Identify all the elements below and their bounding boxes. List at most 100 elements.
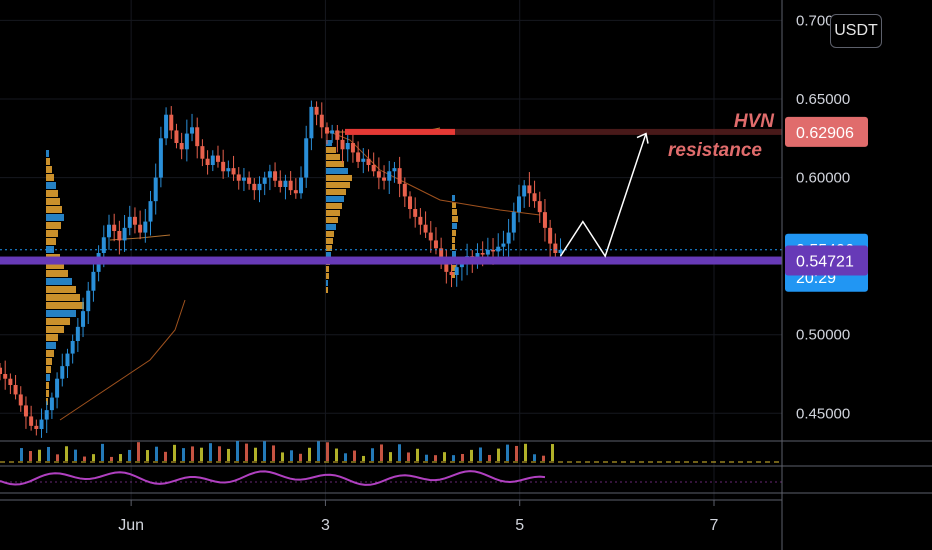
vp-bar (46, 390, 49, 397)
time-tick-label: 7 (710, 517, 719, 534)
price-tag (785, 245, 868, 276)
vp-bar (452, 209, 457, 215)
candle-body (138, 224, 143, 233)
volume-bar (479, 447, 482, 461)
candle-body (252, 183, 257, 191)
candle-body (522, 185, 527, 197)
candle-body (267, 171, 272, 178)
vp-bar (46, 310, 76, 317)
volume-bar (29, 451, 32, 461)
candle-body (480, 253, 485, 255)
candle-body (205, 158, 210, 165)
vp-bar (46, 286, 76, 293)
candle-body (257, 183, 262, 191)
volume-bar (488, 454, 491, 461)
volume-bar (470, 449, 473, 461)
time-axis[interactable]: Jun 3 5 7 (0, 499, 782, 534)
vp-bar (326, 189, 346, 195)
vp-bar (326, 217, 338, 223)
candle-body (112, 224, 117, 231)
candle-body (122, 227, 127, 241)
vp-bar (326, 238, 333, 244)
candle-body (382, 177, 387, 181)
candle-body (29, 416, 34, 426)
candle-body (516, 196, 521, 213)
candle-body (65, 353, 70, 367)
volume-bar (47, 446, 50, 461)
candle-body (511, 212, 516, 233)
vp-bar (326, 273, 329, 279)
candle-body (8, 378, 13, 385)
candle-body (288, 180, 293, 191)
volume-bar (254, 447, 257, 461)
candle-body (117, 231, 122, 241)
candle-body (532, 193, 537, 202)
volume-bar (407, 452, 410, 461)
volume-bar (209, 443, 212, 461)
candle-body (433, 240, 438, 249)
vwap-line (59, 299, 186, 421)
volume-bar (155, 446, 158, 461)
candle-body (184, 133, 189, 150)
indicator-panes (0, 440, 932, 494)
volume-bar (515, 445, 518, 461)
vp-bar (46, 182, 56, 189)
vp-bar (326, 252, 331, 258)
volume-bar (182, 448, 185, 461)
candle-body (106, 224, 111, 238)
candle-body (496, 246, 501, 252)
price-levels (0, 128, 782, 265)
vp-bar (46, 214, 64, 221)
volume-bar (551, 444, 554, 461)
candle-body (174, 130, 179, 143)
vp-bar (46, 150, 49, 157)
candle-body (60, 366, 65, 379)
candle-body (330, 130, 335, 134)
candle-body (153, 177, 158, 202)
candle-body (236, 174, 241, 181)
vp-bar (46, 158, 50, 165)
candle-body (449, 271, 454, 275)
volume-bar (137, 442, 140, 461)
candle-body (553, 243, 558, 253)
candle-body (49, 397, 54, 411)
vp-bar (46, 334, 58, 341)
candle-body (18, 394, 23, 406)
vwap-lines (59, 127, 541, 421)
candle-body (319, 114, 324, 128)
vp-bar (326, 175, 352, 181)
price-tag-value: 0.54721 (796, 254, 854, 271)
candle-body (44, 410, 49, 420)
candle-body (335, 130, 340, 140)
volume-bar (20, 448, 23, 461)
volume-bar (362, 455, 365, 461)
candle-body (418, 216, 423, 225)
vp-bar (46, 238, 56, 245)
candle-body (299, 177, 304, 194)
candle-body (81, 311, 86, 327)
price-tag-value: 0.62906 (796, 125, 854, 142)
candle-body (309, 106, 314, 139)
candle-body (101, 237, 106, 253)
vp-bar (46, 350, 54, 357)
candle-body (537, 201, 542, 213)
candle-body (454, 267, 459, 275)
price-tick-label: 0.65000 (796, 91, 850, 108)
currency-button[interactable]: USDT (830, 14, 882, 48)
vp-bar (452, 216, 458, 222)
candle-body (324, 127, 329, 134)
candle-body (148, 201, 153, 222)
oscillator-line (0, 470, 546, 486)
volume-bar (236, 441, 239, 461)
candle-body (231, 168, 236, 175)
volume-bar (146, 450, 149, 461)
volume-bar (317, 441, 320, 461)
candle-body (0, 367, 2, 374)
vp-bar (46, 318, 70, 325)
candle-body (402, 183, 407, 197)
candle-body (127, 216, 132, 228)
annotation-resistance: resistance (668, 140, 762, 161)
candle-body (241, 177, 246, 181)
